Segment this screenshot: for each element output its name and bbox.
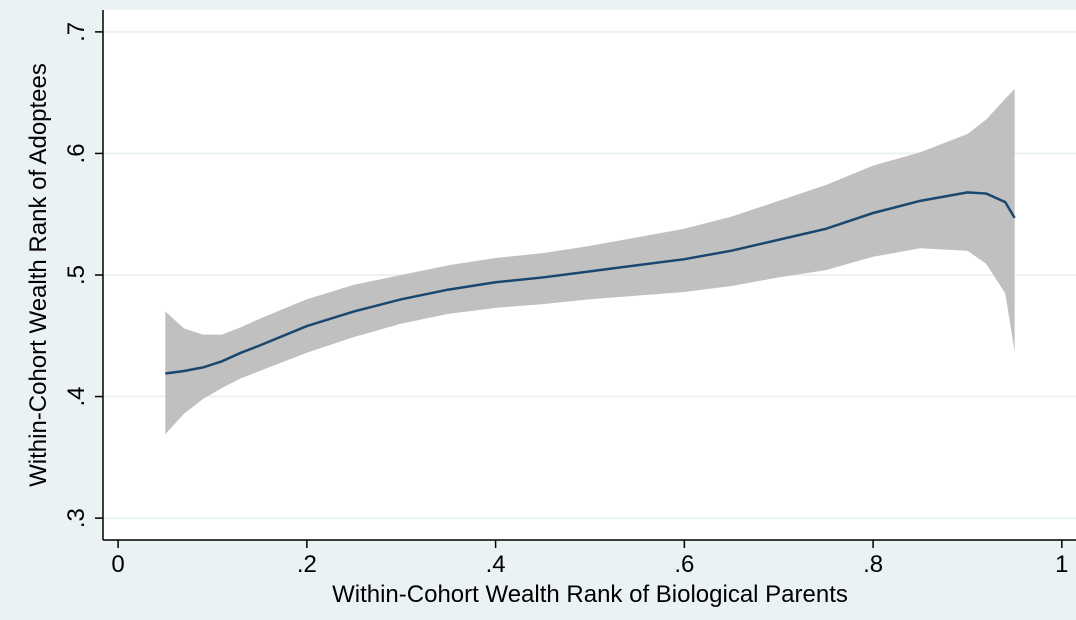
confidence-band [165, 89, 1015, 435]
y-tick-label: .6 [63, 143, 90, 163]
y-tick-label: .7 [63, 22, 90, 42]
y-axis-label: Within-Cohort Wealth Rank of Adoptees [25, 63, 52, 487]
x-axis-label: Within-Cohort Wealth Rank of Biological … [332, 581, 848, 608]
y-tick-label: .3 [63, 508, 90, 528]
fit-line [165, 191, 1016, 375]
x-tick-label: .8 [863, 551, 883, 578]
x-tick-label: .6 [674, 551, 694, 578]
y-tick-label: .5 [63, 265, 90, 285]
x-tick-label: 0 [111, 551, 124, 578]
x-tick-label: .4 [486, 551, 506, 578]
x-tick-label: .2 [297, 551, 317, 578]
y-tick-label: .4 [63, 387, 90, 407]
x-tick-label: 1 [1055, 551, 1068, 578]
